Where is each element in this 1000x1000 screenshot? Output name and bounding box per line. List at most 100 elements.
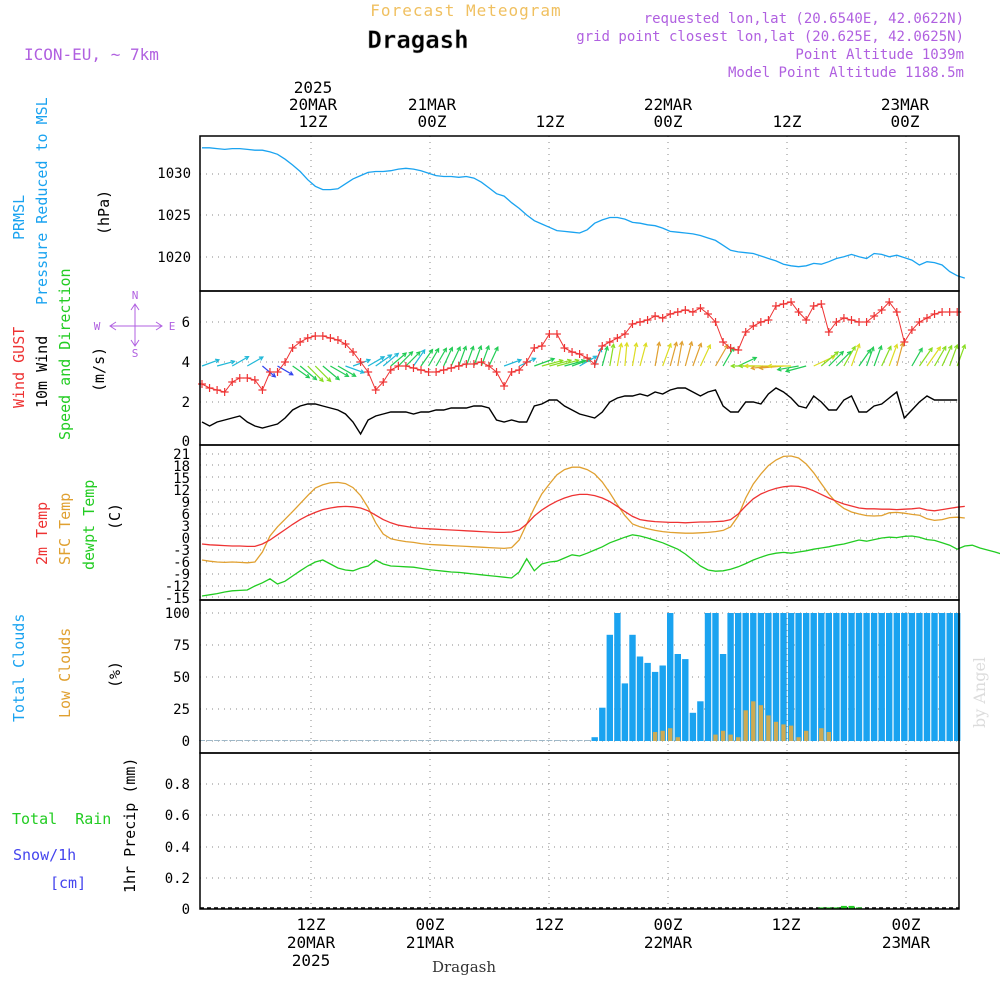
wind-arrow bbox=[918, 346, 933, 367]
total-cloud-bar bbox=[569, 740, 576, 741]
temp-dewpt-label: dewpt Temp bbox=[80, 480, 98, 570]
gust-marker bbox=[907, 326, 916, 334]
total-cloud-bar bbox=[493, 740, 500, 741]
wind-arrow bbox=[534, 357, 556, 367]
top-time-label: 20MAR bbox=[289, 95, 338, 114]
gust-marker bbox=[507, 368, 516, 376]
low-cloud-bar bbox=[781, 724, 786, 741]
model-altitude: Model Point Altitude 1188.5m bbox=[728, 65, 964, 81]
wind-arrow bbox=[692, 342, 703, 367]
top-time-label: 12Z bbox=[536, 112, 565, 131]
total-cloud-bar bbox=[727, 613, 734, 741]
wind-plot-bg bbox=[200, 291, 959, 445]
wind-arrow-head bbox=[428, 348, 434, 354]
wind-arrow bbox=[443, 346, 454, 367]
total-cloud-bar bbox=[916, 613, 923, 741]
wind-tick: 6 bbox=[182, 315, 190, 331]
wind-arrow bbox=[881, 345, 892, 367]
gust-marker bbox=[734, 346, 743, 354]
total-cloud-bar bbox=[863, 613, 870, 741]
wind-arrow-shaft bbox=[669, 342, 678, 367]
wind-arrow-head bbox=[380, 356, 386, 361]
wind-arrow-shaft bbox=[443, 347, 453, 367]
wind-arrow bbox=[934, 345, 947, 367]
total-cloud-bar bbox=[221, 740, 228, 741]
wind-arrow-head bbox=[485, 344, 490, 351]
wind-arrow-head bbox=[947, 344, 953, 350]
wind-arrow-shaft bbox=[715, 344, 729, 367]
compass-n: N bbox=[132, 289, 139, 302]
total-cloud-bar bbox=[266, 740, 273, 741]
total-cloud-bar bbox=[833, 613, 840, 741]
temp-tick: -15 bbox=[165, 591, 190, 607]
total-cloud-bar bbox=[908, 613, 916, 741]
gust-marker bbox=[613, 334, 622, 342]
gust-marker bbox=[462, 360, 471, 368]
wind-arrow-shaft bbox=[549, 359, 572, 367]
total-cloud-bar bbox=[433, 740, 440, 741]
gust-marker bbox=[432, 368, 441, 376]
credit-watermark: by Angel bbox=[970, 657, 989, 728]
wind-arrow-shaft bbox=[601, 346, 609, 367]
total-cloud-bar bbox=[297, 740, 304, 741]
wind-arrow-head bbox=[846, 350, 852, 356]
total-cloud-bar bbox=[546, 740, 553, 741]
gust-marker bbox=[711, 318, 720, 326]
wind-arrow-shaft bbox=[420, 349, 433, 367]
wind-arrow-head bbox=[408, 351, 414, 356]
top-time-label: 00Z bbox=[654, 112, 683, 131]
total-cloud-bar bbox=[236, 740, 243, 741]
wind-arrow-shaft bbox=[843, 346, 856, 367]
wind-arrow-shaft bbox=[337, 365, 356, 377]
low-cloud-bar bbox=[743, 710, 748, 741]
wind-arrow-shaft bbox=[314, 365, 331, 382]
wind-tick: 0 bbox=[182, 434, 190, 450]
temp-plot-bg bbox=[200, 445, 959, 600]
gust-marker bbox=[484, 362, 493, 370]
wind-arrow-head bbox=[961, 343, 967, 349]
wind-arrow-head bbox=[633, 341, 639, 348]
low-cloud-bar bbox=[766, 715, 771, 741]
gust-marker bbox=[575, 350, 584, 358]
total-cloud-bar bbox=[259, 740, 266, 741]
clouds-grid bbox=[200, 600, 959, 753]
wind-arrow bbox=[412, 348, 426, 367]
total-cloud-bar bbox=[538, 740, 545, 741]
wind-arrow-head bbox=[442, 347, 447, 353]
low-cloud-bar bbox=[660, 730, 665, 741]
wind-arrow-head bbox=[834, 351, 840, 356]
wind-arrow-head bbox=[456, 345, 461, 352]
wind-arrow bbox=[579, 355, 598, 367]
wind-arrow-head bbox=[758, 365, 764, 371]
wind-arrow-head bbox=[402, 352, 408, 358]
wind-arrow bbox=[450, 345, 461, 367]
gust-marker bbox=[469, 360, 478, 368]
wind-arrow-head bbox=[918, 347, 923, 353]
gust-marker bbox=[832, 318, 841, 326]
wind-arrow-head bbox=[928, 346, 933, 353]
gust-marker bbox=[326, 334, 335, 342]
wind-arrow-shaft bbox=[684, 341, 693, 367]
total-cloud-bar bbox=[523, 740, 530, 741]
gust-marker bbox=[877, 306, 886, 314]
wind-arrow bbox=[247, 356, 264, 367]
wind-ticks: 6 4 2 0 bbox=[182, 315, 190, 450]
wind-arrow-head bbox=[893, 343, 899, 349]
precip-tick: 0.8 bbox=[165, 777, 190, 793]
bottom-time-label: 2025 bbox=[292, 951, 331, 970]
total-cloud-bar bbox=[516, 740, 523, 741]
precip-axis-title: 1hr Precip (mm) bbox=[121, 758, 139, 893]
gust-marker bbox=[719, 338, 728, 346]
wind-arrow-head bbox=[214, 358, 221, 364]
wind-arrow bbox=[367, 356, 386, 367]
wind-arrow bbox=[820, 351, 840, 367]
total-cloud-bar bbox=[621, 683, 629, 741]
total-cloud-bar bbox=[584, 740, 591, 741]
gust-marker bbox=[726, 344, 735, 352]
wind-arrow-shaft bbox=[307, 365, 324, 382]
wind-arrow bbox=[292, 365, 311, 379]
gust-marker bbox=[568, 348, 577, 356]
gust-marker bbox=[598, 342, 607, 350]
clouds-tick: 25 bbox=[173, 702, 190, 718]
temp-tick: -9 bbox=[173, 567, 190, 583]
